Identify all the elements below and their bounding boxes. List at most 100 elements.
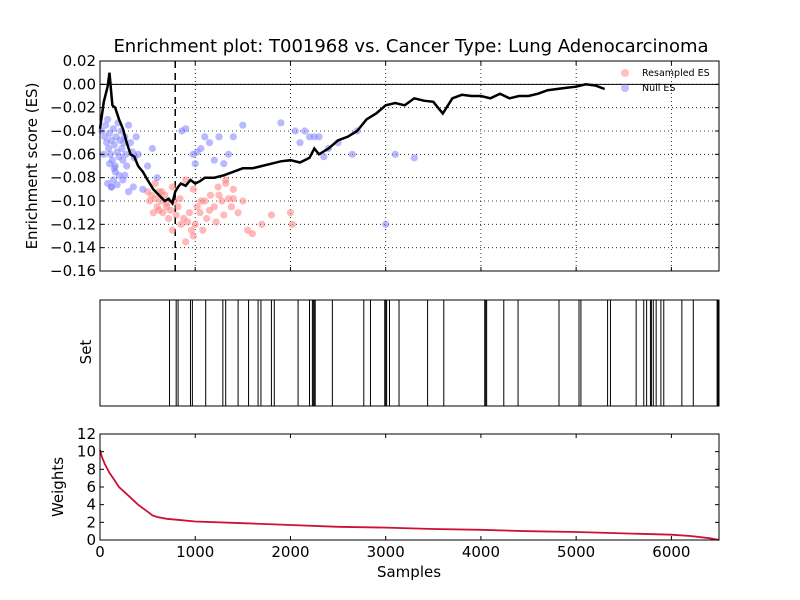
resampled-es-point: [199, 226, 207, 234]
null-es-point: [296, 139, 304, 147]
x-tick-label: 5000: [557, 543, 595, 561]
resampled-es-point: [182, 238, 190, 246]
y-tick-label: −0.02: [50, 99, 96, 117]
y-tick-label: −0.06: [50, 145, 96, 163]
enrichment-score-panel: Enrichment plot: T001968 vs. Cancer Type…: [23, 36, 720, 280]
resampled-es-point: [196, 209, 204, 217]
y-tick-label: −0.14: [50, 239, 96, 257]
y-tick-label: −0.08: [50, 169, 96, 187]
resampled-es-point: [184, 218, 192, 226]
y-tick-label: −0.12: [50, 215, 96, 233]
resampled-es-point: [151, 195, 159, 203]
y-tick-label: 0.02: [63, 52, 96, 70]
null-es-point: [382, 220, 390, 228]
null-es-point: [110, 164, 118, 172]
null-es-point: [104, 115, 112, 123]
resampled-es-point: [177, 220, 185, 228]
null-es-point: [122, 150, 130, 158]
null-es-point: [124, 121, 133, 129]
resampled-es-point: [210, 203, 218, 211]
null-es-point: [123, 162, 131, 170]
null-es-point: [229, 133, 237, 141]
plot-frame: [99, 299, 720, 407]
null-es-point: [104, 144, 113, 153]
resampled-es-point: [258, 220, 266, 228]
resampled-es-point: [172, 211, 180, 219]
null-es-point: [201, 133, 209, 141]
y-tick-label: 12: [77, 425, 96, 443]
null-es-point: [182, 125, 190, 133]
null-es-point: [215, 133, 223, 141]
null-es-point: [129, 183, 137, 191]
set-barcode: [169, 300, 719, 406]
plot-frame: [99, 433, 720, 541]
plot-frame: [99, 60, 720, 272]
resampled-es-point: [214, 183, 222, 191]
null-es-point: [118, 144, 126, 153]
axis-ticks: 0.02 0.00 −0.02 −0.04 −0.06 −0.08 −0.10 −0.12 −0…: [50, 52, 719, 280]
null-es-point: [106, 150, 115, 158]
y-tick-label: −0.16: [50, 262, 96, 280]
legend: Resampled ES Null ES: [621, 68, 710, 94]
resampled-es-point: [286, 209, 295, 217]
null-es-point: [110, 141, 118, 149]
resampled-es-point: [248, 230, 256, 238]
resampled-es-point: [215, 191, 223, 199]
null-es-point: [205, 139, 214, 147]
y-tick-label: 10: [77, 443, 96, 461]
null-es-point: [153, 174, 161, 182]
resampled-es-point: [149, 209, 157, 217]
null-es-point: [121, 171, 129, 179]
null-es-point: [102, 121, 110, 129]
resampled-es-point: [151, 179, 159, 188]
y-tick-label: −0.10: [50, 192, 96, 210]
null-es-point: [119, 156, 127, 164]
null-es-point: [220, 160, 228, 168]
legend-swatch-null: [621, 84, 629, 92]
x-tick-label: 4000: [462, 543, 500, 561]
weights-curve: [99, 449, 720, 541]
null-es-point: [210, 156, 218, 164]
resampled-es-point: [234, 209, 242, 217]
null-es-point: [139, 185, 147, 193]
resampled-es-point: [168, 226, 176, 234]
resampled-es-point: [229, 195, 237, 203]
y-tick-label: 4: [86, 496, 96, 514]
x-axis-label: Samples: [377, 563, 441, 581]
null-es-point: [197, 144, 205, 153]
resampled-es-point: [218, 197, 226, 205]
resampled-es-point: [229, 185, 237, 193]
null-es-point: [132, 133, 140, 141]
legend-label-resampled: Resampled ES: [642, 68, 710, 79]
resampled-es-point: [189, 185, 197, 193]
null-es-point: [320, 153, 328, 161]
resampled-es-point: [220, 211, 228, 219]
y-tick-label: 0.00: [63, 75, 96, 93]
null-es-point: [124, 188, 133, 196]
resampled-es-point: [159, 209, 167, 217]
null-es-point: [410, 154, 418, 162]
resampled-es-point: [206, 191, 215, 199]
null-es-point: [291, 127, 299, 135]
null-es-point: [315, 133, 323, 141]
null-es-point: [107, 183, 116, 191]
null-es-point: [134, 150, 142, 158]
resampled-es-point: [161, 191, 169, 199]
null-es-point: [391, 150, 399, 158]
resampled-es-point: [222, 176, 230, 184]
legend-label-null: Null ES: [642, 83, 675, 94]
resampled-es-point: [164, 214, 173, 223]
null-es-point: [224, 150, 233, 158]
null-es-point: [301, 127, 309, 135]
y-tick-label: 0: [86, 531, 96, 549]
y-axis-label: Set: [77, 340, 95, 365]
x-tick-label: 3000: [367, 543, 405, 561]
null-es-point: [239, 121, 247, 129]
null-es-point: [191, 160, 199, 168]
x-tick-label: 0: [95, 543, 105, 561]
resampled-es-point: [239, 197, 247, 205]
y-tick-label: 2: [86, 513, 96, 531]
set-membership-panel: Set: [77, 299, 720, 407]
